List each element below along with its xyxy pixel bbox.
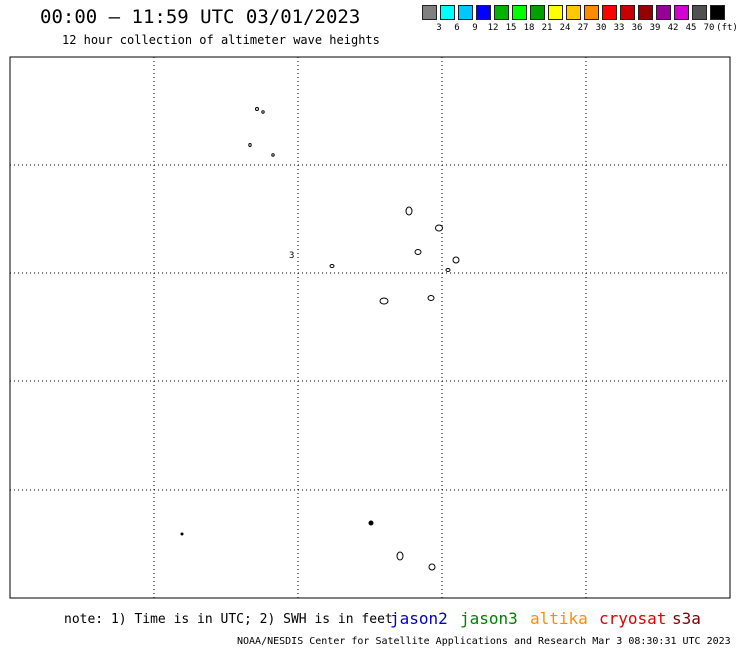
legend-swatch — [674, 5, 689, 20]
legend-swatch — [440, 5, 455, 20]
legend-tick-label: (ft) — [716, 23, 738, 33]
satellite-legend-item: jason3 — [460, 609, 518, 628]
island-outline — [445, 268, 451, 272]
legend-swatch — [512, 5, 527, 20]
satellite-legend-item: cryosat — [599, 609, 667, 628]
map-grid — [9, 56, 731, 599]
footnote: note: 1) Time is in UTC; 2) SWH is in fe… — [64, 612, 393, 627]
legend-tick-label: 12 — [487, 23, 499, 33]
credit-line: NOAA/NESDIS Center for Satellite Applica… — [237, 636, 731, 647]
island-outline — [248, 143, 252, 147]
map-title: 00:00 – 11:59 UTC 03/01/2023 — [40, 6, 361, 28]
legend-swatch — [584, 5, 599, 20]
legend-tick-label: 39 — [649, 23, 661, 33]
island-outline — [414, 249, 422, 255]
island-outline — [180, 532, 184, 536]
island-outline — [405, 206, 413, 216]
legend-swatch — [458, 5, 473, 20]
satellite-legend-item: jason2 — [390, 609, 448, 628]
legend-swatch — [530, 5, 545, 20]
legend-swatch — [692, 5, 707, 20]
legend-tick-label: 70 — [703, 23, 715, 33]
legend-swatch — [602, 5, 617, 20]
legend-tick-label: 27 — [577, 23, 589, 33]
island-outline — [452, 256, 460, 264]
legend-swatch — [548, 5, 563, 20]
legend-tick-label: 6 — [454, 23, 460, 33]
legend-swatch — [710, 5, 725, 20]
map-frame — [9, 56, 731, 599]
islands: 3 — [180, 107, 460, 571]
legend-swatch — [620, 5, 635, 20]
island-outline — [379, 297, 389, 305]
island-outline — [428, 563, 436, 571]
legend-tick-label: 36 — [631, 23, 643, 33]
map-subtitle: 12 hour collection of altimeter wave hei… — [62, 33, 380, 47]
legend-tick-label: 9 — [472, 23, 478, 33]
island-outline — [427, 295, 435, 301]
island-label: 3 — [289, 251, 294, 261]
legend-swatch — [566, 5, 581, 20]
legend-swatch — [494, 5, 509, 20]
legend-swatch — [656, 5, 671, 20]
island-outline — [271, 153, 275, 157]
legend-tick-label: 21 — [541, 23, 553, 33]
island-outline — [329, 264, 335, 268]
island-outline — [255, 107, 259, 111]
legend-tick-label: 18 — [523, 23, 535, 33]
satellite-legend-item: s3a — [672, 609, 701, 628]
legend-tick-label: 33 — [613, 23, 625, 33]
island-outline — [368, 520, 374, 526]
legend-tick-label: 24 — [559, 23, 571, 33]
island-outline — [396, 551, 404, 561]
island-outline — [261, 110, 265, 114]
island-outline — [435, 224, 443, 232]
satellite-legend-item: altika — [530, 609, 588, 628]
legend-tick-label: 15 — [505, 23, 517, 33]
legend-tick-label: 3 — [436, 23, 442, 33]
legend-swatch — [422, 5, 437, 20]
legend-tick-label: 45 — [685, 23, 697, 33]
legend-swatch — [476, 5, 491, 20]
legend-tick-label: 30 — [595, 23, 607, 33]
legend-swatch — [638, 5, 653, 20]
legend-tick-label: 42 — [667, 23, 679, 33]
